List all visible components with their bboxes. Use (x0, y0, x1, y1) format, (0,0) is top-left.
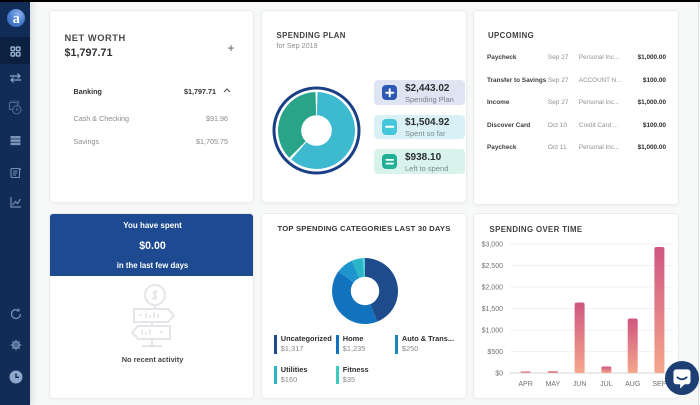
svg-text:$500: $500 (487, 349, 503, 356)
svg-text:$2,000: $2,000 (482, 285, 504, 292)
svg-text:$3,000: $3,000 (482, 242, 504, 249)
svg-text:a: a (13, 11, 21, 27)
svg-text:SEP: SEP (652, 381, 666, 388)
svg-text:APR: APR (518, 381, 532, 388)
svg-text:$1,000: $1,000 (482, 328, 504, 335)
svg-text:JUN: JUN (573, 381, 587, 388)
svg-text:AUG: AUG (625, 381, 640, 388)
svg-text:$0: $0 (495, 371, 503, 378)
svg-text:MAY: MAY (546, 381, 561, 388)
svg-text:$2,500: $2,500 (482, 263, 504, 270)
svg-text:JUL: JUL (600, 381, 613, 388)
svg-text:$1,500: $1,500 (482, 306, 504, 313)
